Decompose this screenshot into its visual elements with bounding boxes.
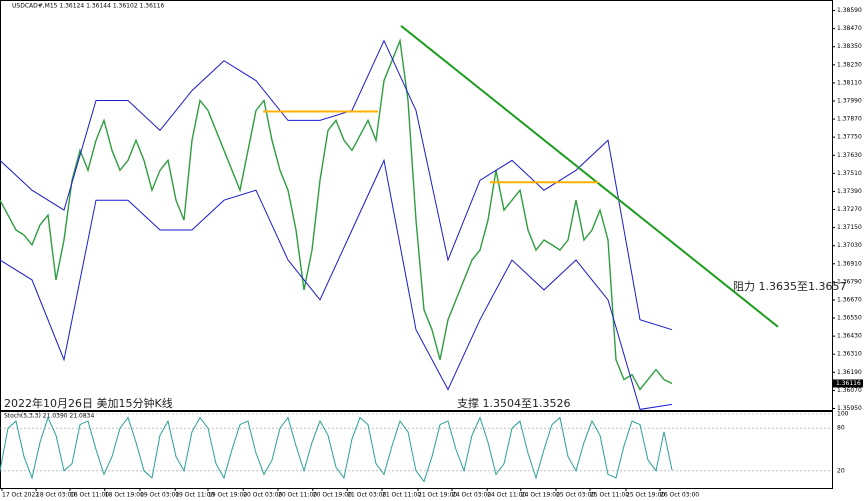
drawn-line: [400, 25, 779, 328]
stoch-tick-label: 100: [837, 411, 849, 418]
x-tick-label: 20 Oct 19:00: [313, 492, 352, 499]
stoch-frame: [0, 411, 833, 489]
stoch-tick-label: 80: [837, 425, 845, 432]
y-tick-label: 1.36670: [837, 296, 862, 303]
stoch-label: Stoch(5,3,3) 21.0390 21.0834: [4, 413, 95, 420]
x-tick-label: 26 Oct 03:00: [660, 492, 699, 499]
y-tick-label: 1.38230: [837, 61, 862, 68]
y-tick-label: 1.37030: [837, 242, 862, 249]
x-tick-label: 18 Oct 19:00: [105, 492, 144, 499]
y-tick-label: 1.36190: [837, 369, 862, 376]
series-price: [0, 37, 673, 391]
x-tick-label: 19 Oct 03:00: [140, 492, 179, 499]
y-tick-label: 1.37870: [837, 116, 862, 123]
x-tick-label: 17 Oct 2022: [2, 492, 39, 499]
caption: 2022年10月26日 美加15分钟K线: [4, 396, 173, 410]
resistance-note: 阻力 1.3635至1.3657: [733, 280, 846, 293]
x-tick-label: 21 Oct 11:00: [382, 492, 421, 499]
y-tick-label: 1.35950: [837, 405, 862, 412]
y-tick-label: 1.38590: [837, 7, 862, 14]
x-tick-label: 19 Oct 19:00: [208, 492, 247, 499]
y-tick-label: 1.36550: [837, 315, 862, 322]
x-tick-label: 20 Oct 11:00: [278, 492, 317, 499]
y-tick-label: 1.38110: [837, 79, 862, 86]
support-note: 支撑 1.3504至1.3526: [457, 396, 570, 410]
x-tick-label: 20 Oct 03:00: [243, 492, 282, 499]
x-tick-label: 24 Oct 11:00: [487, 492, 526, 499]
x-tick-label: 18 Oct 03:00: [36, 492, 75, 499]
last-price: 1.36116: [836, 380, 861, 387]
stoch-line: [0, 416, 673, 483]
x-tick-label: 21 Oct 03:00: [347, 492, 386, 499]
y-tick-label: 1.37390: [837, 188, 862, 195]
y-tick-label: 1.37270: [837, 206, 862, 213]
y-tick-label: 1.36070: [837, 387, 862, 394]
y-tick-label: 1.36790: [837, 278, 862, 285]
y-tick-label: 1.36430: [837, 333, 862, 340]
x-tick-label: 19 Oct 11:00: [175, 492, 214, 499]
series-upper: [0, 39, 673, 331]
x-tick-label: 24 Oct 03:00: [452, 492, 491, 499]
y-tick-label: 1.38350: [837, 43, 862, 50]
x-tick-label: 18 Oct 11:00: [70, 492, 109, 499]
y-tick-label: 1.37990: [837, 97, 862, 104]
x-tick-label: 25 Oct 11:00: [590, 492, 629, 499]
header: USDCAD#,M15 1.36124 1.36144 1.36102 1.36…: [12, 3, 165, 10]
y-tick-label: 1.36910: [837, 260, 862, 267]
y-tick-label: 1.38470: [837, 25, 862, 32]
y-tick-label: 1.37750: [837, 134, 862, 141]
y-tick-label: 1.37630: [837, 152, 862, 159]
x-tick-label: 21 Oct 19:00: [418, 492, 457, 499]
main-frame: [0, 0, 833, 411]
x-tick-label: 24 Oct 19:00: [521, 492, 560, 499]
x-tick-label: 25 Oct 19:00: [626, 492, 665, 499]
y-tick-label: 1.36310: [837, 351, 862, 358]
series-lower: [0, 158, 673, 410]
last-price-box: [833, 379, 863, 388]
x-tick-label: 25 Oct 03:00: [556, 492, 595, 499]
y-tick-label: 1.37510: [837, 170, 862, 177]
stoch-tick-label: 20: [837, 467, 845, 474]
y-tick-label: 1.37150: [837, 224, 862, 231]
